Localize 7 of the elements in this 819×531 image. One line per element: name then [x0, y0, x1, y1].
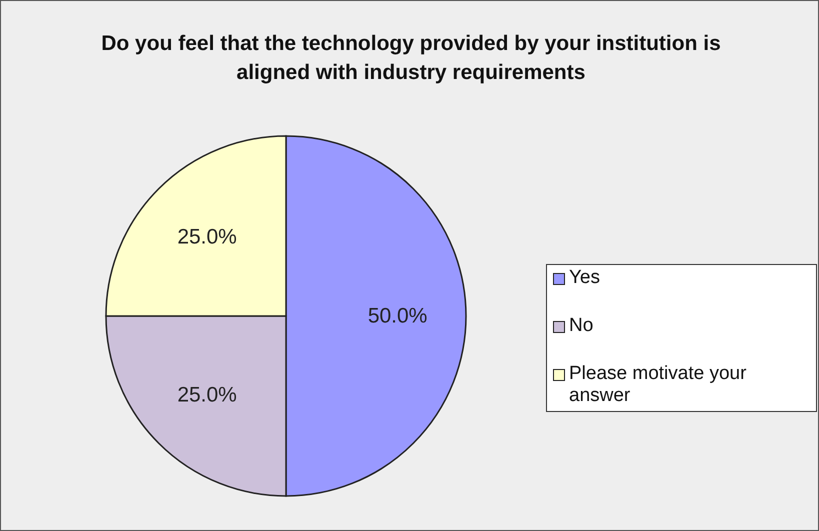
legend-label: Please motivate your answer — [569, 363, 748, 407]
data-label: 50.0% — [368, 304, 428, 328]
legend-label: No — [569, 315, 594, 337]
data-label: 25.0% — [177, 226, 237, 249]
legend-label: Yes — [569, 267, 600, 289]
chart-title: Do you feel that the technology provided by your institution is aligned with industry requirements — [101, 31, 721, 86]
data-label: 25.0% — [177, 383, 237, 406]
